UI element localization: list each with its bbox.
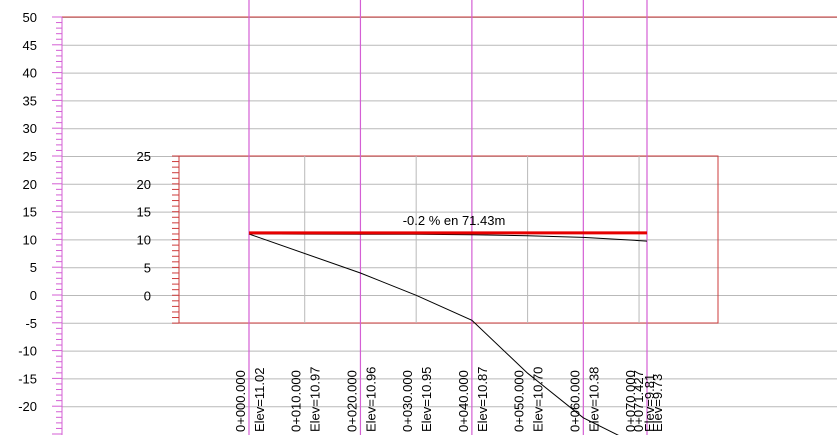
inner-axis-tick-label: 10 [137, 233, 151, 248]
elevation-axes: 50454035302520151050-5-10-15-20252015105… [18, 10, 180, 435]
station-label: 0+071.427 [631, 370, 646, 432]
station-label: 0+050.000 [512, 370, 527, 432]
station-label: 0+030.000 [400, 370, 415, 432]
outer-axis-tick-label: 0 [30, 288, 37, 303]
station-label: 0+010.000 [289, 370, 304, 432]
inner-axis-tick-label: 5 [144, 260, 151, 275]
inner-axis-tick-label: 20 [137, 177, 151, 192]
profile-frames [62, 16, 837, 324]
elevation-label: Elev=10.70 [531, 367, 546, 432]
outer-axis-tick-label: -10 [18, 344, 37, 359]
station-label: 0+000.000 [233, 370, 248, 432]
outer-axis-tick-label: -5 [25, 316, 37, 331]
outer-axis-tick-label: 10 [23, 232, 37, 247]
outer-axis-tick-label: -15 [18, 371, 37, 386]
elevation-label: Elev=10.95 [419, 367, 434, 432]
outer-axis-tick-label: 30 [23, 121, 37, 136]
outer-axis-tick-label: 40 [23, 66, 37, 81]
outer-axis-tick-label: 35 [23, 93, 37, 108]
outer-axis-tick-label: 50 [23, 10, 37, 25]
elevation-label: Elev=9.81 [642, 374, 657, 432]
outer-axis-tick-label: 20 [23, 177, 37, 192]
elevation-label: Elev=9.73 [650, 374, 665, 432]
station-label: 0+020.000 [344, 370, 359, 432]
outer-axis-tick-label: 45 [23, 38, 37, 53]
outer-axis-tick-label: -20 [18, 399, 37, 414]
inner-axis-tick-label: 25 [137, 149, 151, 164]
outer-axis-tick-label: 15 [23, 205, 37, 220]
station-label: 0+040.000 [456, 370, 471, 432]
elevation-label: Elev=10.96 [363, 367, 378, 432]
inner-axis-tick-label: 0 [144, 288, 151, 303]
elevation-label: Elev=10.38 [586, 367, 601, 432]
profile-series [248, 231, 648, 435]
station-grid-lines [248, 0, 648, 435]
inner-axis-tick-label: 15 [137, 205, 151, 220]
grade-annotation-label: -0.2 % en 71.43m [403, 213, 506, 228]
station-label: 0+070.000 [623, 370, 638, 432]
station-label: 0+060.000 [567, 370, 582, 432]
elevation-label: Elev=11.02 [252, 368, 267, 432]
elevation-label: Elev=10.87 [475, 367, 490, 432]
outer-axis-tick-label: 5 [30, 260, 37, 275]
outer-axis-tick-label: 25 [23, 149, 37, 164]
elevation-label: Elev=10.97 [308, 367, 323, 432]
station-labels: 0+000.000 Elev=11.02 0+010.000 Elev=10.97 0+… [233, 367, 665, 432]
ground-profile-line [248, 233, 619, 435]
